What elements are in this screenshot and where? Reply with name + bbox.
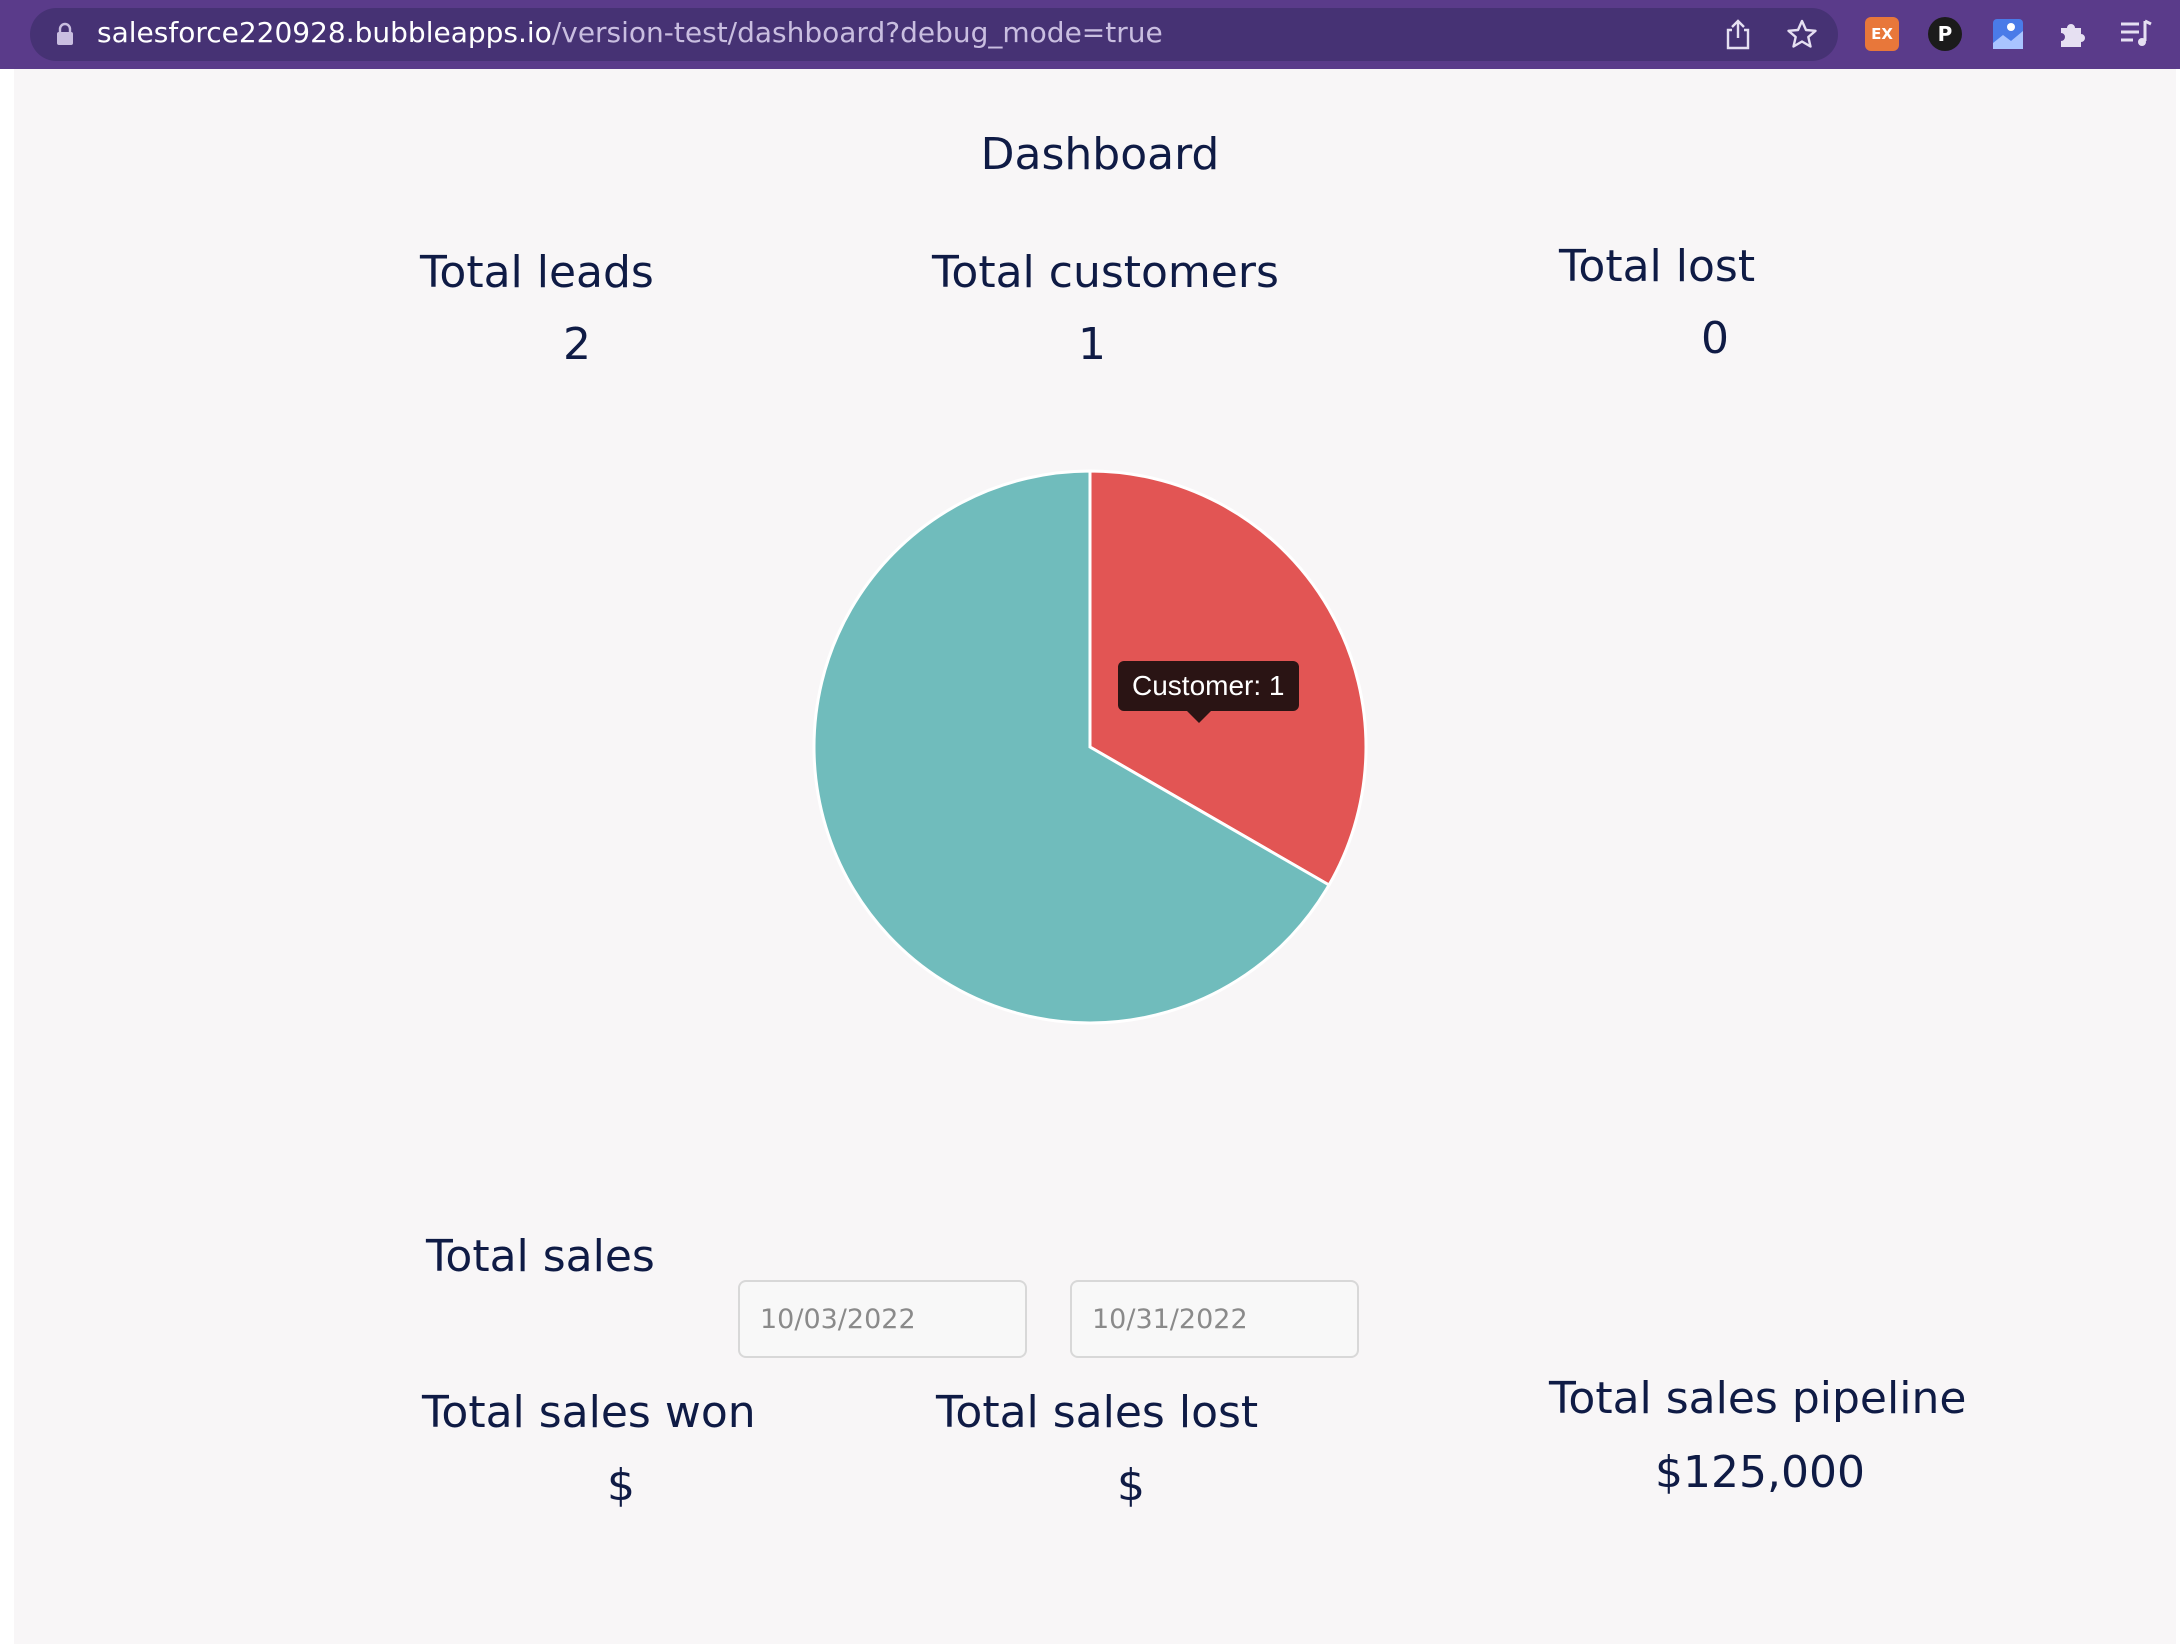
total-sales-lost-value: $: [1117, 1460, 1145, 1511]
end-date-input[interactable]: [1070, 1280, 1359, 1358]
total-leads-label: Total leads: [420, 247, 654, 298]
total-leads-value: 2: [563, 319, 591, 370]
reading-list-icon[interactable]: [2118, 16, 2154, 52]
url-path: /version-test/dashboard?debug_mode=true: [551, 16, 1163, 49]
total-customers-value: 1: [1078, 319, 1106, 370]
total-sales-pipeline-value: $125,000: [1655, 1447, 1865, 1498]
total-sales-pipeline-label: Total sales pipeline: [1549, 1373, 1967, 1424]
total-lost-value: 0: [1701, 313, 1729, 364]
page-title: Dashboard: [980, 129, 1220, 180]
star-icon[interactable]: [1784, 16, 1820, 52]
browser-toolbar: salesforce220928.bubbleapps.io/version-t…: [0, 0, 2180, 69]
url-host: salesforce220928.bubbleapps.io: [97, 16, 552, 49]
p-extension-icon[interactable]: P: [1928, 17, 1962, 51]
ex-extension-icon[interactable]: EX: [1865, 17, 1899, 51]
leads-pie-chart[interactable]: [790, 447, 1390, 1047]
total-sales-won-label: Total sales won: [422, 1387, 756, 1438]
total-customers-label: Total customers: [932, 247, 1279, 298]
start-date-input[interactable]: [738, 1280, 1027, 1358]
address-bar[interactable]: [30, 8, 1838, 61]
chart-tooltip: Customer: 1: [1118, 661, 1299, 723]
share-icon[interactable]: [1720, 16, 1756, 52]
pie-slice-slice-2[interactable]: [812, 469, 1332, 1025]
url-text[interactable]: salesforce220928.bubbleapps.io/version-t…: [97, 13, 1163, 53]
blue-extension-icon[interactable]: [1990, 16, 2026, 52]
total-sales-label: Total sales: [426, 1231, 655, 1282]
total-lost-label: Total lost: [1559, 241, 1756, 292]
puzzle-icon[interactable]: [2054, 16, 2090, 52]
lock-icon: [57, 22, 73, 45]
total-sales-won-value: $: [607, 1460, 635, 1511]
total-sales-lost-label: Total sales lost: [936, 1387, 1259, 1438]
dashboard-page: Dashboard Total leads 2 Total customers …: [14, 69, 2176, 1644]
pie-chart-svg: [812, 469, 1368, 1025]
